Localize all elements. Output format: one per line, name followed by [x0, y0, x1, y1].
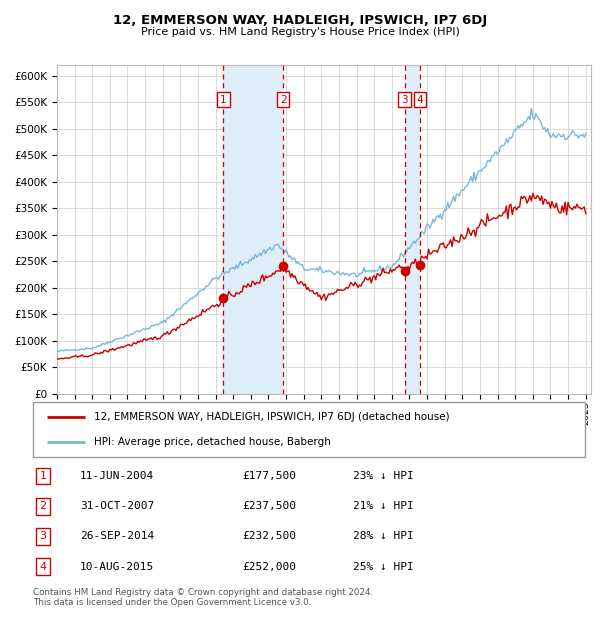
Text: 21% ↓ HPI: 21% ↓ HPI: [353, 502, 414, 512]
Text: 12, EMMERSON WAY, HADLEIGH, IPSWICH, IP7 6DJ: 12, EMMERSON WAY, HADLEIGH, IPSWICH, IP7…: [113, 14, 487, 27]
Text: 25% ↓ HPI: 25% ↓ HPI: [353, 562, 414, 572]
Text: 2: 2: [280, 95, 286, 105]
Text: 3: 3: [401, 95, 408, 105]
Text: 2: 2: [40, 502, 46, 512]
Text: Contains HM Land Registry data © Crown copyright and database right 2024.
This d: Contains HM Land Registry data © Crown c…: [33, 588, 373, 607]
Text: 31-OCT-2007: 31-OCT-2007: [80, 502, 154, 512]
Text: 12, EMMERSON WAY, HADLEIGH, IPSWICH, IP7 6DJ (detached house): 12, EMMERSON WAY, HADLEIGH, IPSWICH, IP7…: [94, 412, 449, 422]
Bar: [223, 65, 283, 394]
Text: 3: 3: [40, 531, 46, 541]
Text: 1: 1: [220, 95, 227, 105]
Text: £177,500: £177,500: [243, 471, 297, 481]
Text: HPI: Average price, detached house, Babergh: HPI: Average price, detached house, Babe…: [94, 437, 331, 447]
Text: 1: 1: [40, 471, 46, 481]
Text: 4: 4: [417, 95, 424, 105]
Text: £237,500: £237,500: [243, 502, 297, 512]
Text: Price paid vs. HM Land Registry's House Price Index (HPI): Price paid vs. HM Land Registry's House …: [140, 27, 460, 37]
Bar: [405, 65, 420, 394]
Text: £232,500: £232,500: [243, 531, 297, 541]
Text: £252,000: £252,000: [243, 562, 297, 572]
Text: 11-JUN-2004: 11-JUN-2004: [80, 471, 154, 481]
Text: 10-AUG-2015: 10-AUG-2015: [80, 562, 154, 572]
Text: 4: 4: [40, 562, 46, 572]
FancyBboxPatch shape: [33, 402, 585, 457]
Text: 26-SEP-2014: 26-SEP-2014: [80, 531, 154, 541]
Text: 23% ↓ HPI: 23% ↓ HPI: [353, 471, 414, 481]
Text: 28% ↓ HPI: 28% ↓ HPI: [353, 531, 414, 541]
